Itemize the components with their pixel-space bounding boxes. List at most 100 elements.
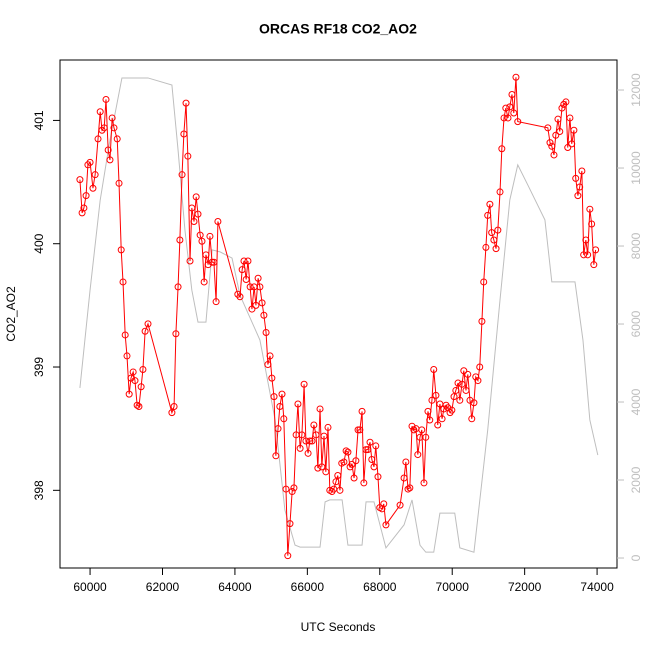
y2-tick-label: 4000 [629, 388, 643, 415]
point [236, 293, 244, 301]
point [180, 130, 188, 138]
point [550, 151, 558, 159]
point [482, 243, 490, 251]
point [316, 405, 324, 413]
y-tick-label: 398 [32, 480, 46, 500]
point [284, 552, 292, 560]
point [308, 437, 316, 445]
point [496, 188, 504, 196]
point [274, 425, 282, 433]
point [354, 426, 362, 434]
point [240, 257, 248, 265]
point [286, 520, 294, 528]
point [270, 393, 278, 401]
point [168, 409, 176, 417]
x-tick-label: 74000 [580, 580, 614, 594]
point [544, 124, 552, 132]
point [580, 251, 588, 259]
point [188, 204, 196, 212]
point [182, 99, 190, 107]
point [119, 278, 127, 286]
point [192, 193, 200, 201]
point [296, 444, 304, 452]
point [510, 109, 518, 117]
point [418, 426, 426, 434]
point [372, 442, 380, 450]
y2-tick-label: 2000 [629, 466, 643, 493]
point [262, 328, 270, 336]
point [264, 361, 272, 369]
point [358, 407, 366, 415]
y2-tick-label: 10000 [629, 151, 643, 185]
point [576, 183, 584, 191]
point [202, 251, 210, 259]
point [260, 311, 268, 319]
point [248, 305, 256, 313]
point [238, 266, 246, 274]
point [144, 320, 152, 328]
plot-frame [59, 59, 618, 569]
point [332, 478, 340, 486]
point [344, 448, 352, 456]
point [282, 485, 290, 493]
point [404, 485, 412, 493]
point [129, 368, 137, 376]
point [492, 245, 500, 253]
point [254, 274, 262, 282]
point [324, 423, 332, 431]
point [80, 204, 88, 212]
point [396, 501, 404, 509]
point [86, 158, 94, 166]
x-tick-label: 72000 [508, 580, 542, 594]
x-tick-label: 66000 [291, 580, 325, 594]
point [76, 176, 84, 184]
point [170, 402, 178, 410]
point [414, 451, 422, 459]
point [586, 205, 594, 213]
x-tick-label: 62000 [146, 580, 180, 594]
point [484, 211, 492, 219]
point [488, 229, 496, 237]
point [190, 218, 198, 226]
point [400, 474, 408, 482]
point [137, 383, 145, 391]
point [360, 479, 368, 487]
y2-tick-label: 6000 [629, 310, 643, 337]
y-tick-label: 399 [32, 357, 46, 377]
point [131, 377, 139, 385]
point [244, 257, 252, 265]
point [172, 330, 180, 338]
point [378, 505, 386, 513]
point [402, 458, 410, 466]
point [102, 95, 110, 103]
point [512, 73, 520, 81]
point [548, 142, 556, 150]
point [454, 379, 462, 387]
point [562, 98, 570, 106]
point [186, 257, 194, 265]
point [476, 363, 484, 371]
point [121, 331, 129, 339]
point [362, 446, 370, 454]
point [364, 446, 372, 454]
point [342, 447, 350, 455]
point [468, 415, 476, 423]
point [420, 479, 428, 487]
point [334, 472, 342, 480]
point [546, 139, 554, 147]
point [486, 200, 494, 208]
point [242, 275, 250, 283]
point [304, 449, 312, 457]
point [380, 500, 388, 508]
point [582, 236, 590, 244]
point [438, 415, 446, 423]
point [590, 261, 598, 269]
point [474, 377, 482, 385]
point [272, 452, 280, 460]
point [592, 246, 600, 254]
point [406, 484, 414, 492]
point [578, 167, 586, 175]
y2-tick-label: 12000 [629, 73, 643, 107]
point [91, 171, 99, 179]
point [210, 258, 218, 266]
